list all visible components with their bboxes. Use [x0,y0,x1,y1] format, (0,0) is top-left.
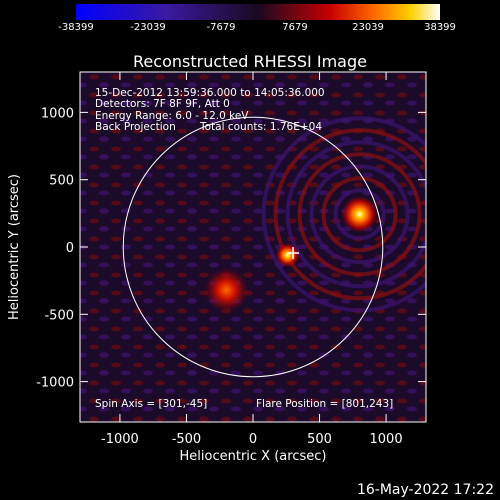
colorbar-tick: 23039 [352,22,384,33]
solar-limb-circle [122,116,384,378]
x-axis-title: Heliocentric X (arcsec) [180,449,327,464]
spin-axis-text: Spin Axis = [301,-45] [95,398,208,410]
y-tick-label: 500 [49,174,74,189]
x-tick-label: 500 [307,432,332,447]
y-axis-title: Heliocentric Y (arcsec) [7,174,22,320]
ring-artifact [333,188,386,241]
y-tick-label: 0 [66,241,74,256]
ring-artifact [285,140,426,289]
x-tick-label: -1000 [101,432,139,447]
flare-position-text: Flare Position = [801,243] [256,398,394,410]
ring-artifact [261,116,426,313]
colorbar [76,4,440,20]
detectors-text: Detectors: 7F 8F 9F, Att 0 [95,98,230,110]
ring-artifact [297,152,422,277]
ring-artifact [321,176,398,253]
flare-source [275,243,300,268]
ring-artifact [273,128,426,301]
x-tick-label: 1000 [370,432,403,447]
total-counts-text: Total counts: 1.76E+04 [200,121,323,133]
colorbar-tick: -38399 [58,22,94,33]
flare-source [341,196,378,233]
ring-artifact [309,164,410,265]
colorbar-tick: -23039 [130,22,166,33]
energy-range-text: Energy Range: 6.0 - 12.0 keV [95,110,249,122]
time-range-text: 15-Dec-2012 13:59:36.000 to 14:05:36.000 [95,87,325,99]
chart-title: Reconstructed RHESSI Image [133,52,367,71]
x-tick-label: 0 [249,432,257,447]
y-tick-label: 1000 [41,106,74,121]
colorbar-tick: -7679 [206,22,236,33]
method-text: Back Projection [95,121,176,133]
y-tick-label: -1000 [36,376,74,391]
flare-source [204,268,249,313]
footer-date: 16-May-2022 17:22 [356,482,494,498]
x-tick-label: -500 [172,432,202,447]
colorbar-tick: 7679 [282,22,308,33]
colorbar-tick: 38399 [424,22,456,33]
y-tick-label: -500 [44,308,74,323]
